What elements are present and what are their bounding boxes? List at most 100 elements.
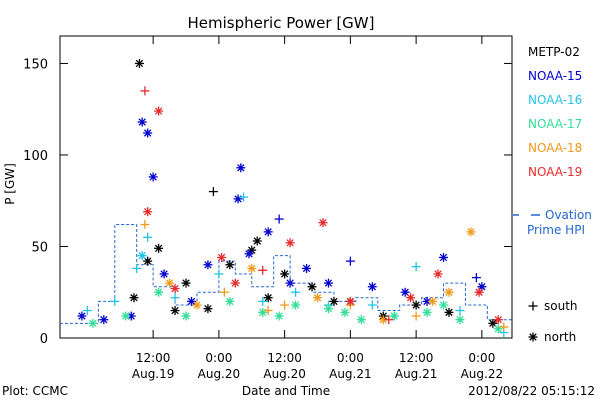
data-point-south	[132, 263, 142, 273]
data-point-north	[302, 263, 312, 273]
x-axis-label: Date and Time	[242, 384, 330, 398]
legend-entry-noaa-19: NOAA-19	[528, 165, 582, 179]
data-point-north	[137, 251, 147, 261]
data-point-south	[258, 296, 268, 306]
data-point-north	[466, 227, 476, 237]
data-point-south	[499, 322, 509, 332]
data-point-north	[233, 194, 243, 204]
y-tick-label: 150	[23, 57, 48, 72]
x-tick-label-time: 0:00	[205, 351, 232, 365]
legend-ovation-label-line1: Ovation	[545, 208, 592, 222]
x-tick-label-date: Aug.20	[263, 367, 306, 381]
legend-entry-noaa-16: NOAA-16	[528, 93, 582, 107]
data-point-north	[203, 260, 213, 270]
data-point-south	[143, 232, 153, 242]
data-point-north	[263, 227, 273, 237]
ovation-prime-hpi-line	[60, 224, 512, 324]
data-point-north	[181, 311, 191, 321]
y-axis-label: P [GW]	[3, 163, 17, 205]
data-point-north	[181, 278, 191, 288]
data-point-north	[263, 293, 273, 303]
data-point-north	[329, 296, 339, 306]
series-noaa-18	[140, 220, 509, 332]
data-point-north	[493, 324, 503, 334]
legend: METP-02 NOAA-15 NOAA-16 NOAA-17 NOAA-18 NOAA-…	[513, 45, 592, 344]
data-point-north	[77, 311, 87, 321]
data-point-north	[318, 218, 328, 228]
data-point-north	[230, 278, 240, 288]
data-point-south	[455, 306, 465, 316]
data-point-north	[433, 269, 443, 279]
data-point-north	[121, 311, 131, 321]
data-point-south	[110, 296, 120, 306]
data-point-north	[493, 315, 503, 325]
data-point-north	[439, 300, 449, 310]
data-point-north	[154, 106, 164, 116]
data-point-north	[244, 249, 254, 259]
data-point-south	[140, 86, 150, 96]
data-point-north	[258, 307, 268, 317]
data-point-north	[186, 296, 196, 306]
data-point-north	[143, 256, 153, 266]
data-point-north	[148, 172, 158, 182]
plot-frame	[59, 35, 513, 339]
legend-marker-label-north: north	[544, 330, 576, 344]
data-point-north	[323, 278, 333, 288]
data-point-south	[411, 262, 421, 272]
data-point-north	[428, 296, 438, 306]
data-point-south	[280, 300, 290, 310]
x-tick-label-time: 12:00	[267, 351, 302, 365]
data-point-north	[444, 287, 454, 297]
data-point-south	[345, 256, 355, 266]
legend-entry-metp-02: METP-02	[528, 45, 580, 59]
legend-entry-noaa-17: NOAA-17	[528, 117, 582, 131]
y-tick-label: 0	[40, 332, 48, 347]
x-tick-label-date: Aug.20	[198, 367, 241, 381]
series-metp-02	[129, 58, 498, 328]
data-point-north	[170, 284, 180, 294]
data-point-north	[274, 311, 284, 321]
data-point-south	[258, 265, 268, 275]
data-point-south	[367, 300, 377, 310]
plot-area: 0 50 100 150 12:00 Aug.19 0:00 Aug.20 12:00 Aug.2…	[23, 35, 513, 381]
data-point-north	[143, 128, 153, 138]
series-noaa-19	[140, 86, 503, 325]
x-tick-label-time: 0:00	[337, 351, 364, 365]
x-tick-label-date: Aug.19	[132, 367, 175, 381]
data-point-south	[471, 273, 481, 283]
legend-entry-noaa-15: NOAA-15	[528, 69, 582, 83]
y-tick-label: 100	[23, 149, 48, 164]
data-point-north	[356, 315, 366, 325]
data-point-north	[411, 300, 421, 310]
data-point-north	[252, 236, 262, 246]
data-point-north	[474, 287, 484, 297]
data-point-south	[82, 306, 92, 316]
data-point-south	[384, 315, 394, 325]
data-point-north	[389, 311, 399, 321]
data-point-south	[291, 287, 301, 297]
data-point-north	[134, 58, 144, 68]
data-point-north	[477, 282, 487, 292]
data-point-north	[422, 307, 432, 317]
data-point-north	[307, 282, 317, 292]
data-point-north	[247, 263, 257, 273]
data-point-north	[143, 207, 153, 217]
legend-marker-label-south: south	[544, 299, 578, 313]
legend-marker-north	[528, 332, 538, 342]
x-tick-label-date: Aug.21	[329, 367, 372, 381]
data-point-south	[239, 192, 249, 202]
data-point-north	[285, 238, 295, 248]
x-tick-label-time: 12:00	[399, 351, 434, 365]
data-point-north	[129, 293, 139, 303]
data-point-north	[203, 304, 213, 314]
data-point-south	[219, 287, 229, 297]
legend-entry-noaa-18: NOAA-18	[528, 141, 582, 155]
data-point-south	[263, 306, 273, 316]
x-tick-label-time: 0:00	[468, 351, 495, 365]
x-tick-label-date: Aug.21	[395, 367, 438, 381]
data-point-north	[126, 311, 136, 321]
data-point-north	[236, 163, 246, 173]
data-point-north	[488, 318, 498, 328]
